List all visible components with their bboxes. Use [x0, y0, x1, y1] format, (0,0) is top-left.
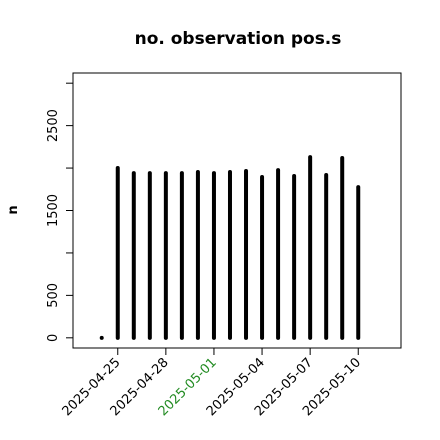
y-tick-label: 500	[46, 283, 61, 308]
y-tick-label: 0	[46, 334, 61, 342]
y-tick-label: 2500	[46, 109, 61, 142]
y-axis-label: n	[6, 205, 21, 214]
y-tick-label: 1500	[46, 194, 61, 227]
chart-title: no. observation pos.s	[135, 29, 342, 49]
plot-box	[72, 72, 402, 349]
